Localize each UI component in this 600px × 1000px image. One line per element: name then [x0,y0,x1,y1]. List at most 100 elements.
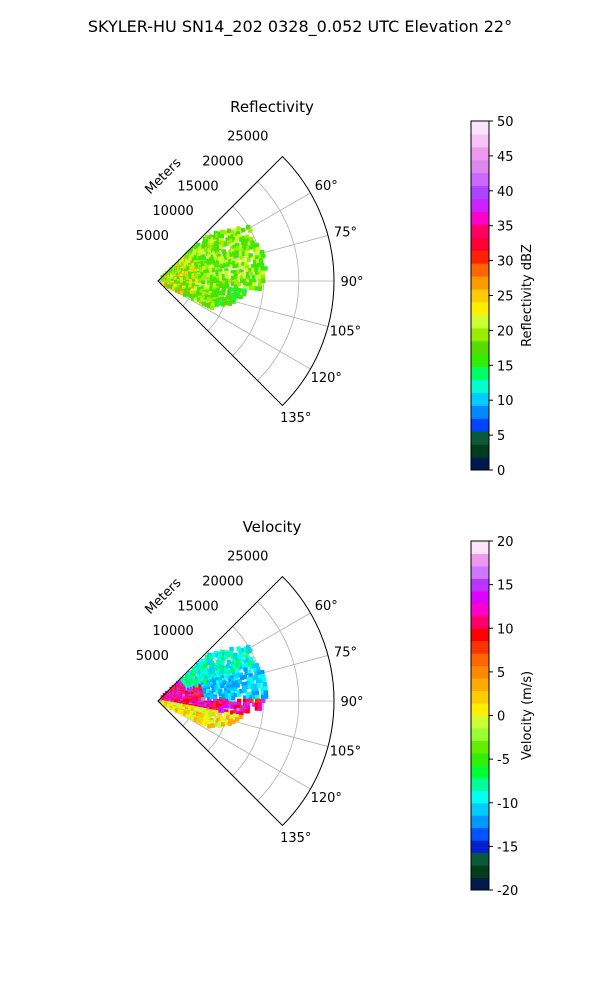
reflectivity-echo-cell [213,247,219,252]
reflectivity-echo-cell [243,247,248,252]
reflectivity-echo-cell [263,266,268,271]
reflectivity-echo-cell [222,297,227,302]
velocity-echo-cell [226,712,232,717]
reflectivity-echo-cell [233,240,239,245]
reflectivity-echo-cell [254,267,259,272]
velocity-echo-cell [233,701,239,707]
reflectivity-echo-cell [258,254,263,260]
velocity-echo-cell [196,711,201,716]
reflectivity-echo-cell [222,251,228,257]
reflectivity-colorbar-segment [471,237,489,251]
velocity-echo-cell [232,683,237,689]
reflectivity-echo-cell [261,253,266,259]
velocity-echo-cell [259,678,264,684]
reflectivity-echo-cell [233,278,239,284]
reflectivity-echo-cell [218,237,224,243]
reflectivity-colorbar-segment [471,263,489,277]
velocity-echo-cell [233,686,238,692]
velocity-echo-cell [189,712,194,717]
reflectivity-echo-cell [218,278,224,284]
reflectivity-theta-tick: 135° [280,411,311,426]
velocity-echo-cell [209,694,215,700]
velocity-echo-cell [230,710,235,715]
velocity-echo-cell [260,669,265,675]
velocity-echo-field [160,644,269,729]
velocity-echo-cell [235,663,240,668]
reflectivity-echo-cell [235,294,240,299]
reflectivity-echo-cell [234,260,240,265]
reflectivity-echo-cell [228,261,234,267]
reflectivity-echo-cell [193,297,199,302]
reflectivity-echo-cell [260,270,266,275]
reflectivity-echo-cell [227,278,233,284]
reflectivity-echo-cell [218,271,223,276]
reflectivity-theta-tick: 120° [311,371,342,386]
velocity-echo-cell [224,704,230,709]
velocity-echo-cell [221,722,226,727]
reflectivity-echo-cell [257,274,263,280]
reflectivity-echo-cell [215,233,220,238]
velocity-echo-cell [217,661,223,667]
reflectivity-echo-cell [232,263,237,269]
reflectivity-echo-cell [206,253,212,258]
velocity-echo-cell [193,664,199,670]
velocity-colorbar-segment [471,815,489,829]
reflectivity-echo-cell [190,267,195,273]
reflectivity-echo-cell [197,249,202,254]
reflectivity-echo-cell [232,237,237,242]
reflectivity-echo-cell [240,248,245,253]
velocity-echo-cell [220,660,225,665]
reflectivity-echo-cell [237,234,242,239]
velocity-echo-cell [247,680,252,686]
reflectivity-echo-cell [229,252,234,257]
velocity-echo-cell [226,653,231,658]
velocity-echo-cell [191,671,197,676]
reflectivity-echo-cell [206,272,212,278]
velocity-echo-cell [244,684,250,690]
reflectivity-echo-cell [233,269,238,275]
velocity-echo-cell [221,691,226,696]
velocity-echo-cell [216,659,221,664]
velocity-echo-cell [215,689,220,695]
velocity-echo-cell [230,690,235,695]
velocity-echo-cell [223,711,229,717]
reflectivity-echo-cell [184,262,189,267]
reflectivity-echo-cell [215,287,220,293]
velocity-echo-cell [239,675,245,681]
reflectivity-echo-cell [241,262,246,267]
velocity-echo-cell [233,707,238,713]
velocity-echo-cell [253,667,258,673]
reflectivity-echo-cell [218,256,223,261]
reflectivity-echo-cell [257,270,263,276]
velocity-echo-cell [216,665,221,671]
velocity-echo-cell [261,673,266,679]
velocity-echo-cell [242,708,247,714]
reflectivity-echo-cell [254,274,260,280]
velocity-echo-cell [242,705,248,710]
reflectivity-echo-cell [236,291,241,296]
reflectivity-echo-cell [185,258,190,263]
reflectivity-colorbar-tick-label: 45 [497,150,514,165]
reflectivity-echo-cell [244,242,250,248]
reflectivity-echo-cell [233,247,239,252]
velocity-echo-cell [200,658,205,664]
reflectivity-echo-cell [217,231,223,236]
velocity-echo-cell [197,694,203,699]
velocity-echo-cell [218,703,224,709]
reflectivity-echo-cell [242,278,248,284]
reflectivity-echo-cell [213,235,218,240]
reflectivity-echo-cell [223,254,229,259]
reflectivity-echo-cell [233,272,239,278]
velocity-echo-cell [188,706,193,711]
velocity-echo-cell [234,717,240,722]
velocity-echo-cell [242,674,248,680]
reflectivity-echo-cell [193,244,199,250]
reflectivity-echo-cell [195,264,200,270]
reflectivity-echo-cell [251,267,256,273]
velocity-echo-cell [202,687,208,693]
reflectivity-echo-cell [196,242,201,248]
velocity-echo-cell [230,701,236,707]
reflectivity-echo-cell [250,263,256,269]
reflectivity-echo-cell [194,261,199,267]
